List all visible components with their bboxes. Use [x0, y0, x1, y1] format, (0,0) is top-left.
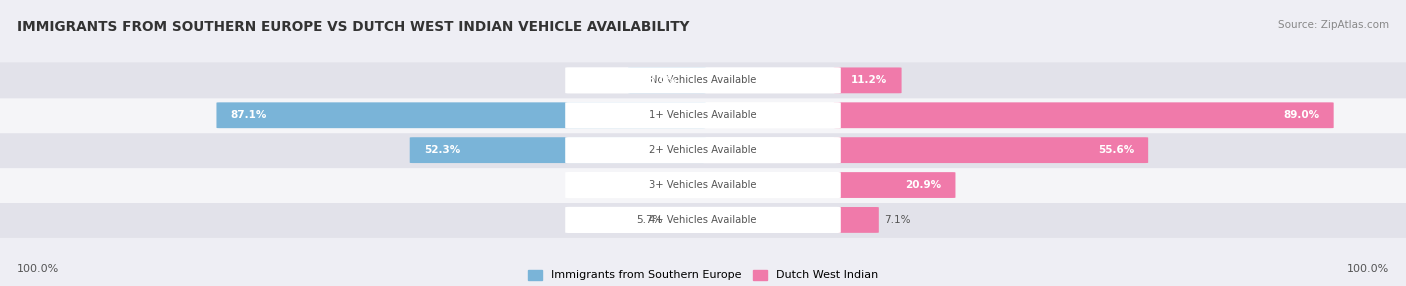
FancyBboxPatch shape — [834, 102, 1334, 128]
FancyBboxPatch shape — [565, 137, 841, 163]
Text: 4+ Vehicles Available: 4+ Vehicles Available — [650, 215, 756, 225]
Text: 100.0%: 100.0% — [17, 264, 59, 274]
FancyBboxPatch shape — [628, 67, 706, 93]
FancyBboxPatch shape — [565, 102, 841, 128]
Text: Source: ZipAtlas.com: Source: ZipAtlas.com — [1278, 20, 1389, 30]
Text: 2+ Vehicles Available: 2+ Vehicles Available — [650, 145, 756, 155]
FancyBboxPatch shape — [565, 67, 841, 94]
FancyBboxPatch shape — [668, 207, 706, 233]
FancyBboxPatch shape — [834, 67, 901, 93]
FancyBboxPatch shape — [565, 207, 841, 233]
FancyBboxPatch shape — [0, 97, 1406, 133]
Text: 5.7%: 5.7% — [637, 215, 662, 225]
Text: 100.0%: 100.0% — [1347, 264, 1389, 274]
FancyBboxPatch shape — [0, 202, 1406, 238]
FancyBboxPatch shape — [409, 137, 706, 163]
FancyBboxPatch shape — [600, 172, 706, 198]
FancyBboxPatch shape — [834, 172, 956, 198]
FancyBboxPatch shape — [834, 137, 1149, 163]
FancyBboxPatch shape — [217, 102, 706, 128]
Text: 17.9%: 17.9% — [614, 180, 651, 190]
Text: 13.0%: 13.0% — [643, 76, 678, 85]
FancyBboxPatch shape — [565, 172, 841, 198]
FancyBboxPatch shape — [0, 167, 1406, 203]
Text: No Vehicles Available: No Vehicles Available — [650, 76, 756, 85]
Text: 20.9%: 20.9% — [905, 180, 942, 190]
Text: 7.1%: 7.1% — [884, 215, 911, 225]
FancyBboxPatch shape — [0, 62, 1406, 98]
Text: 89.0%: 89.0% — [1284, 110, 1320, 120]
Text: 11.2%: 11.2% — [851, 76, 887, 85]
Legend: Immigrants from Southern Europe, Dutch West Indian: Immigrants from Southern Europe, Dutch W… — [527, 270, 879, 281]
FancyBboxPatch shape — [0, 132, 1406, 168]
Text: 52.3%: 52.3% — [423, 145, 460, 155]
Text: 3+ Vehicles Available: 3+ Vehicles Available — [650, 180, 756, 190]
Text: 1+ Vehicles Available: 1+ Vehicles Available — [650, 110, 756, 120]
Text: IMMIGRANTS FROM SOUTHERN EUROPE VS DUTCH WEST INDIAN VEHICLE AVAILABILITY: IMMIGRANTS FROM SOUTHERN EUROPE VS DUTCH… — [17, 20, 689, 34]
FancyBboxPatch shape — [834, 207, 879, 233]
Text: 55.6%: 55.6% — [1098, 145, 1135, 155]
Text: 87.1%: 87.1% — [231, 110, 267, 120]
